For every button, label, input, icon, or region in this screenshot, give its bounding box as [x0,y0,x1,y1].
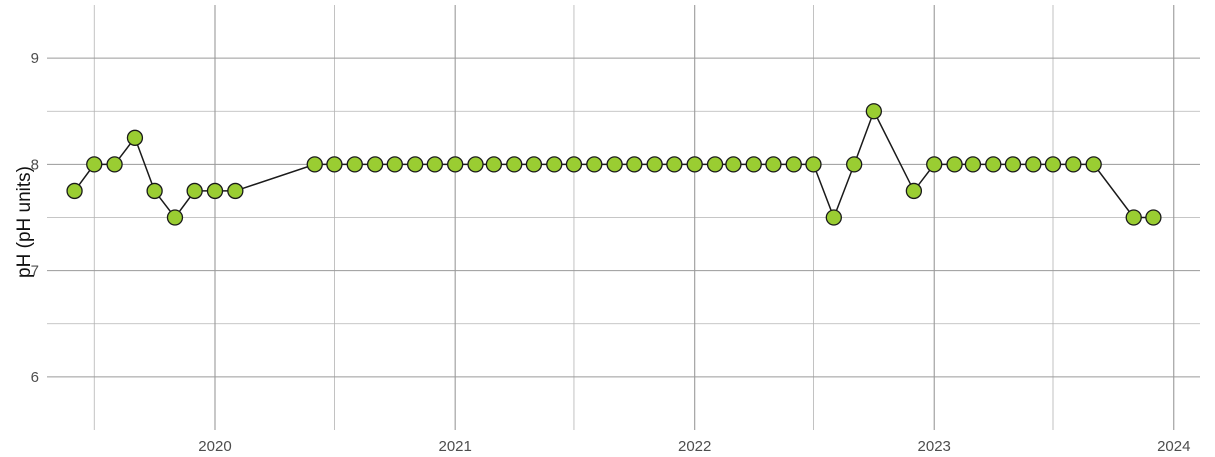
data-point [346,156,363,173]
data-point [946,156,963,173]
data-point [106,156,123,173]
x-tick-labels: 2020 2021 2022 2023 2024 [198,438,1190,455]
data-point [1004,156,1022,173]
data-point [206,182,224,200]
data-point [725,156,742,173]
data-point [467,156,484,173]
y-tick-label: 8 [31,156,39,173]
data-point [306,156,323,173]
data-point [985,156,1002,173]
data-point [166,209,184,226]
data-point [1085,156,1102,173]
y-tick-label: 7 [31,263,39,280]
data-point [506,156,523,173]
x-tick-label: 2024 [1157,438,1190,455]
data-point [565,156,583,173]
x-tick-label: 2022 [678,438,711,455]
y-tick-label: 9 [31,50,39,67]
data-point [386,156,403,173]
data-point [785,156,802,173]
data-point [406,156,424,173]
data-point [846,156,863,173]
data-point [825,209,842,226]
data-point [146,182,163,200]
data-point [326,156,343,173]
data-point [586,156,603,173]
data-point [1065,156,1082,173]
data-point [1125,209,1142,226]
x-tick-label: 2023 [918,438,951,455]
data-point [745,156,762,173]
data-point [227,182,244,200]
x-tick-label: 2021 [438,438,471,455]
data-point [1145,209,1162,226]
data-point [366,156,384,173]
data-point [905,182,923,200]
data-point [706,156,724,173]
data-point [606,156,623,173]
minor-gridlines-x [93,5,1054,430]
minor-gridlines-y [47,110,1200,325]
data-point [865,103,883,120]
data-point [765,156,782,173]
data-point [66,182,83,200]
y-tick-labels: 6 7 8 9 [31,50,39,386]
x-tick-label: 2020 [198,438,231,455]
data-point [1025,156,1042,173]
data-point [1044,156,1062,173]
data-point [186,182,203,200]
data-point [926,156,943,173]
data-point [964,156,982,173]
ph-data-points [66,103,1162,226]
data-point [646,156,663,173]
data-point [546,156,563,173]
data-point [485,156,503,173]
data-point [626,156,643,173]
y-axis-title: pH (pH units) [14,166,35,278]
data-point [447,156,464,173]
data-point [666,156,683,173]
data-point [126,129,144,146]
data-point [86,156,103,173]
y-tick-label: 6 [31,369,39,386]
data-point [805,156,822,173]
data-point [686,156,703,173]
major-gridlines-x [214,5,1175,430]
data-point [525,156,543,173]
data-point [426,156,443,173]
